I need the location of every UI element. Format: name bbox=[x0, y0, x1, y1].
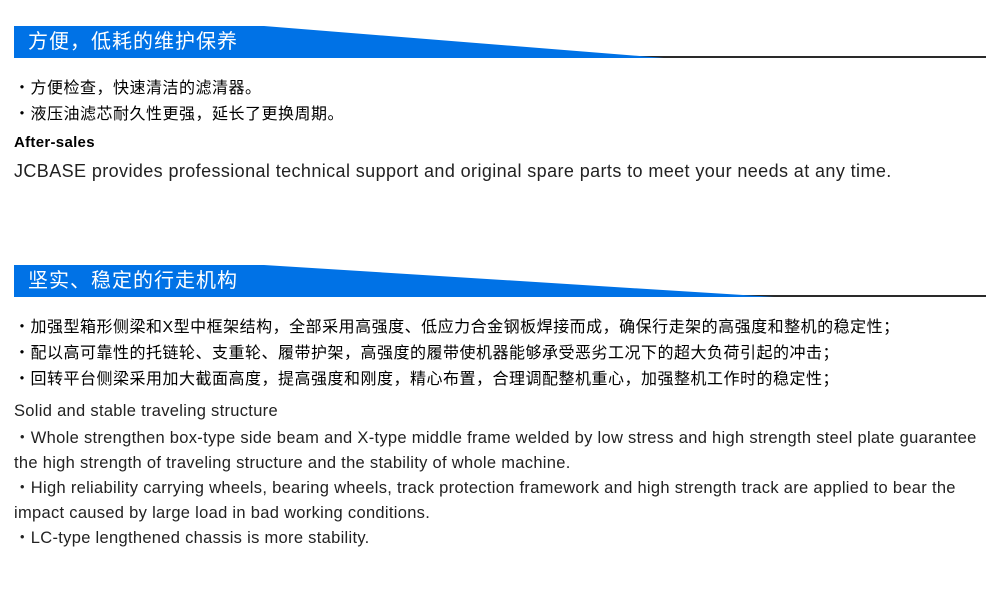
section2-body-1: ・High reliability carrying wheels, beari… bbox=[14, 476, 986, 526]
section1-header: 方便，低耗的维护保养 bbox=[14, 26, 986, 58]
section-gap bbox=[0, 185, 1000, 265]
section2-body-2: ・LC-type lengthened chassis is more stab… bbox=[14, 526, 986, 551]
section2-banner: 坚实、稳定的行走机构 bbox=[14, 265, 252, 297]
section1-bullet-1: ・液压油滤芯耐久性更强，延长了更换周期。 bbox=[14, 102, 986, 128]
section2-subheading: Solid and stable traveling structure bbox=[14, 399, 986, 424]
section1-body: JCBASE provides professional technical s… bbox=[14, 157, 986, 185]
section1-banner: 方便，低耗的维护保养 bbox=[14, 26, 252, 58]
section1-title: 方便，低耗的维护保养 bbox=[14, 26, 252, 58]
section2-body-0: ・Whole strengthen box-type side beam and… bbox=[14, 426, 986, 476]
section2-header: 坚实、稳定的行走机构 bbox=[14, 265, 986, 297]
section2-title: 坚实、稳定的行走机构 bbox=[14, 265, 252, 297]
section2-content: ・加强型箱形侧梁和X型中框架结构，全部采用高强度、低应力合金钢板焊接而成，确保行… bbox=[14, 297, 986, 551]
section2-bullet-2: ・回转平台侧梁采用加大截面高度，提高强度和刚度，精心布置，合理调配整机重心，加强… bbox=[14, 367, 986, 393]
section1-content: ・方便检查，快速清洁的滤清器。 ・液压油滤芯耐久性更强，延长了更换周期。 Aft… bbox=[14, 58, 986, 185]
section1-subheading: After-sales bbox=[14, 134, 986, 151]
section1-bullet-0: ・方便检查，快速清洁的滤清器。 bbox=[14, 76, 986, 102]
section2-bullet-1: ・配以高可靠性的托链轮、支重轮、履带护架，高强度的履带使机器能够承受恶劣工况下的… bbox=[14, 341, 986, 367]
section2-bullet-0: ・加强型箱形侧梁和X型中框架结构，全部采用高强度、低应力合金钢板焊接而成，确保行… bbox=[14, 315, 986, 341]
